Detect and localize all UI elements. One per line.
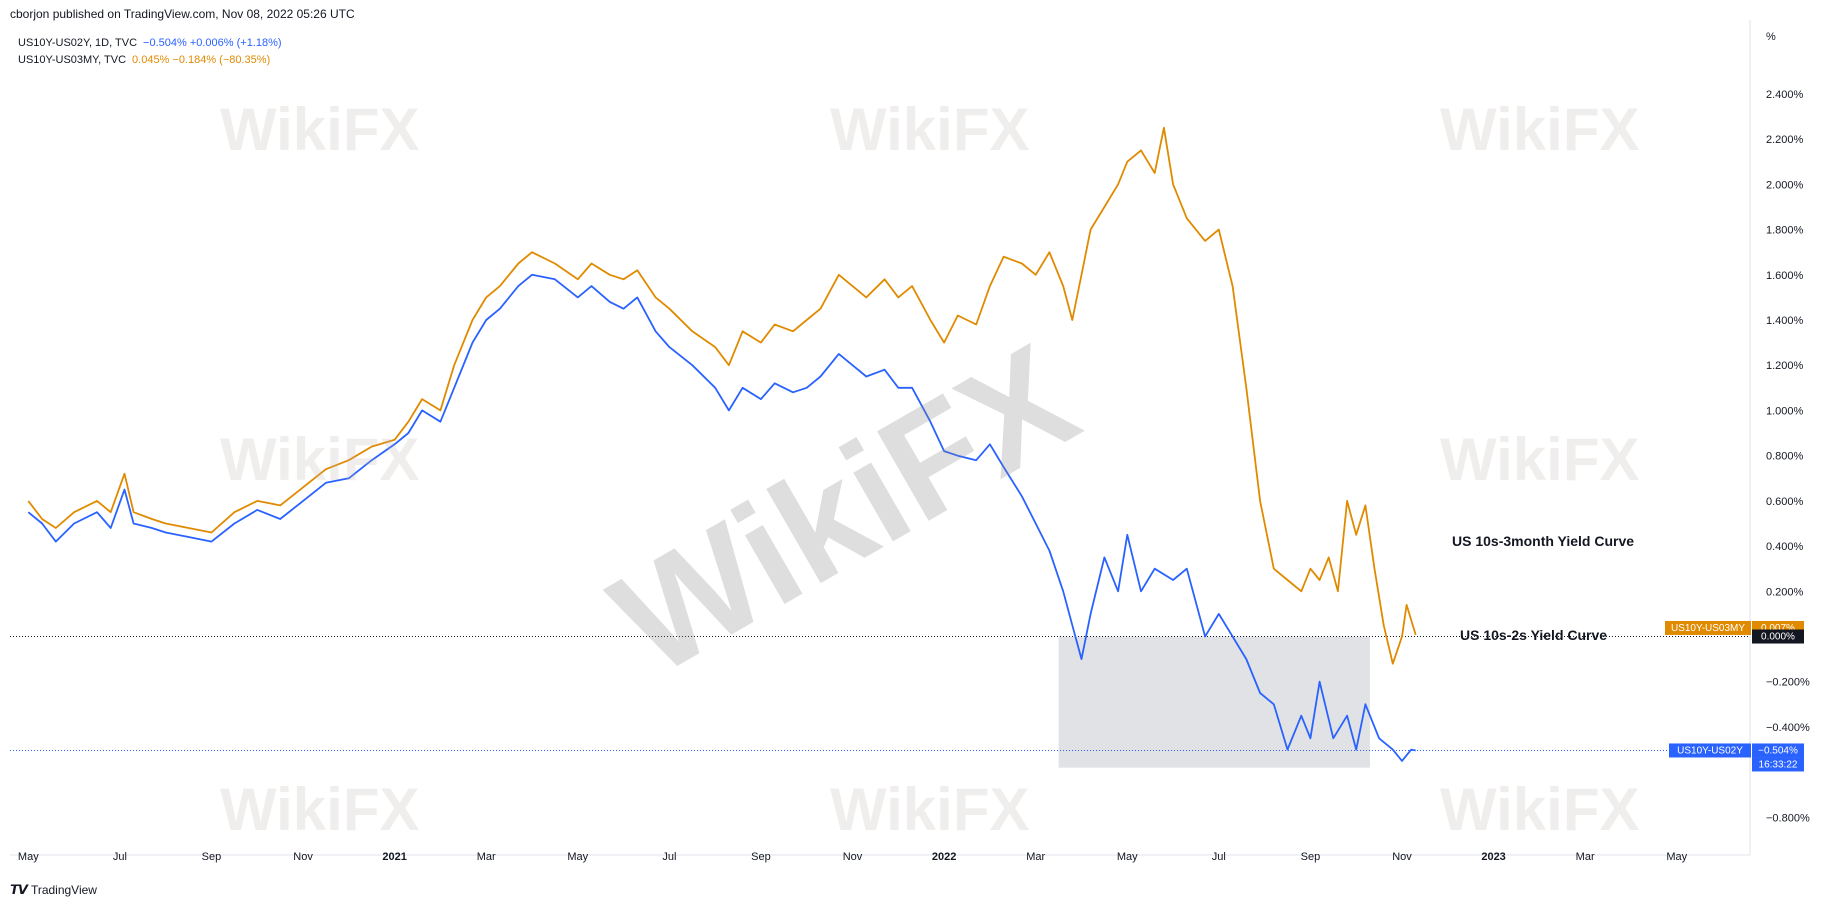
x-tick-label: Nov [293,851,313,863]
watermark-text: WikiFX [830,776,1029,843]
legend-row-us10y-us03my[interactable]: US10Y-US03MY, TVC 0.045% −0.184% (−80.35%… [18,52,282,69]
zero-value-badge: 0.000% [1761,632,1795,643]
legend-values: −0.504% +0.006% (+1.18%) [143,37,282,49]
tradingview-label: TradingView [30,883,97,897]
watermark-text: WikiFX [1440,96,1639,163]
y-tick-label: 1.000% [1766,405,1804,417]
watermark-text: WikiFX [220,96,419,163]
x-tick-label: Nov [1392,851,1412,863]
y-tick-label: 0.200% [1766,586,1804,598]
watermark-text: WikiFX [220,776,419,843]
y-tick-label: 2.400% [1766,89,1804,101]
x-tick-label: 2021 [382,851,406,863]
watermark-text: WikiFX [220,426,419,493]
y-tick-label: 1.600% [1766,270,1804,282]
annotation-10s-2s: US 10s-2s Yield Curve [1460,627,1607,643]
x-tick-label: May [1666,851,1687,863]
watermark-large-text: WikiFX [586,312,1102,707]
y-tick-label: 1.400% [1766,315,1804,327]
y-tick-label: 1.200% [1766,360,1804,372]
x-tick-label: Mar [1576,851,1595,863]
y-tick-label: 2.000% [1766,179,1804,191]
orange-value-badge: 0.007% [1761,623,1795,634]
x-tick-label: May [1117,851,1138,863]
watermark-text: WikiFX [1440,776,1639,843]
blue-value-badge-bg [1752,743,1804,758]
x-tick-label: 2023 [1481,851,1505,863]
blue-value-badge: −0.504% [1758,745,1798,756]
x-tick-label: May [567,851,588,863]
x-tick-label: Sep [1301,851,1321,863]
orange-symbol-badge-bg [1665,620,1751,635]
legend-values: 0.045% −0.184% (−80.35%) [132,54,271,66]
x-tick-label: Jul [113,851,127,863]
watermark-text: WikiFX [1440,426,1639,493]
y-tick-label: −0.400% [1766,722,1810,734]
y-tick-label: 0.400% [1766,541,1804,553]
legend-row-us10y-us02y[interactable]: US10Y-US02Y, 1D, TVC −0.504% +0.006% (+1.… [18,35,282,52]
y-tick-label: 0.600% [1766,496,1804,508]
x-tick-label: May [18,851,39,863]
footer-brand[interactable]: 𝙏𝙑 TradingView [10,882,97,898]
series-line-us10y-us03my[interactable] [27,126,1417,665]
y-tick-label: 1.800% [1766,225,1804,237]
watermark-text: WikiFX [830,96,1029,163]
blue-symbol-badge-bg [1669,743,1751,758]
x-tick-label: Mar [477,851,496,863]
y-tick-label: 2.200% [1766,134,1804,146]
blue-symbol-badge: US10Y-US02Y [1677,745,1743,756]
orange-symbol-badge: US10Y-US03MY [1671,623,1745,634]
y-tick-label: −0.200% [1766,677,1810,689]
x-tick-label: Jul [662,851,676,863]
publisher-line: cborjon published on TradingView.com, No… [10,7,355,21]
x-tick-label: 2022 [932,851,956,863]
x-tick-label: Jul [1212,851,1226,863]
chart-canvas[interactable]: 2.400% 2.200% 2.000% 1.800% 1.600% 1.400% 1.20… [0,0,1833,880]
x-tick-label: Sep [202,851,222,863]
inversion-highlight-zone [1058,636,1370,768]
y-tick-label: 0.800% [1766,451,1804,463]
annotation-10s-3month: US 10s-3month Yield Curve [1452,533,1634,549]
y-tick-label: −0.800% [1766,812,1810,824]
tradingview-logo-icon: 𝙏𝙑 [10,882,28,897]
series-line-us10y-us02y[interactable] [27,273,1416,762]
legend-symbol: US10Y-US03MY, TVC [18,54,127,66]
countdown-badge-bg [1752,757,1804,772]
zero-value-badge-bg [1752,629,1804,644]
x-tick-label: Nov [843,851,863,863]
y-unit-label: % [1766,31,1776,43]
legend-symbol: US10Y-US02Y, 1D, TVC [18,37,138,49]
chart-legend: US10Y-US02Y, 1D, TVC −0.504% +0.006% (+1.… [18,35,282,69]
x-tick-label: Mar [1026,851,1045,863]
x-tick-label: Sep [751,851,771,863]
countdown-badge: 16:33:22 [1759,759,1798,770]
